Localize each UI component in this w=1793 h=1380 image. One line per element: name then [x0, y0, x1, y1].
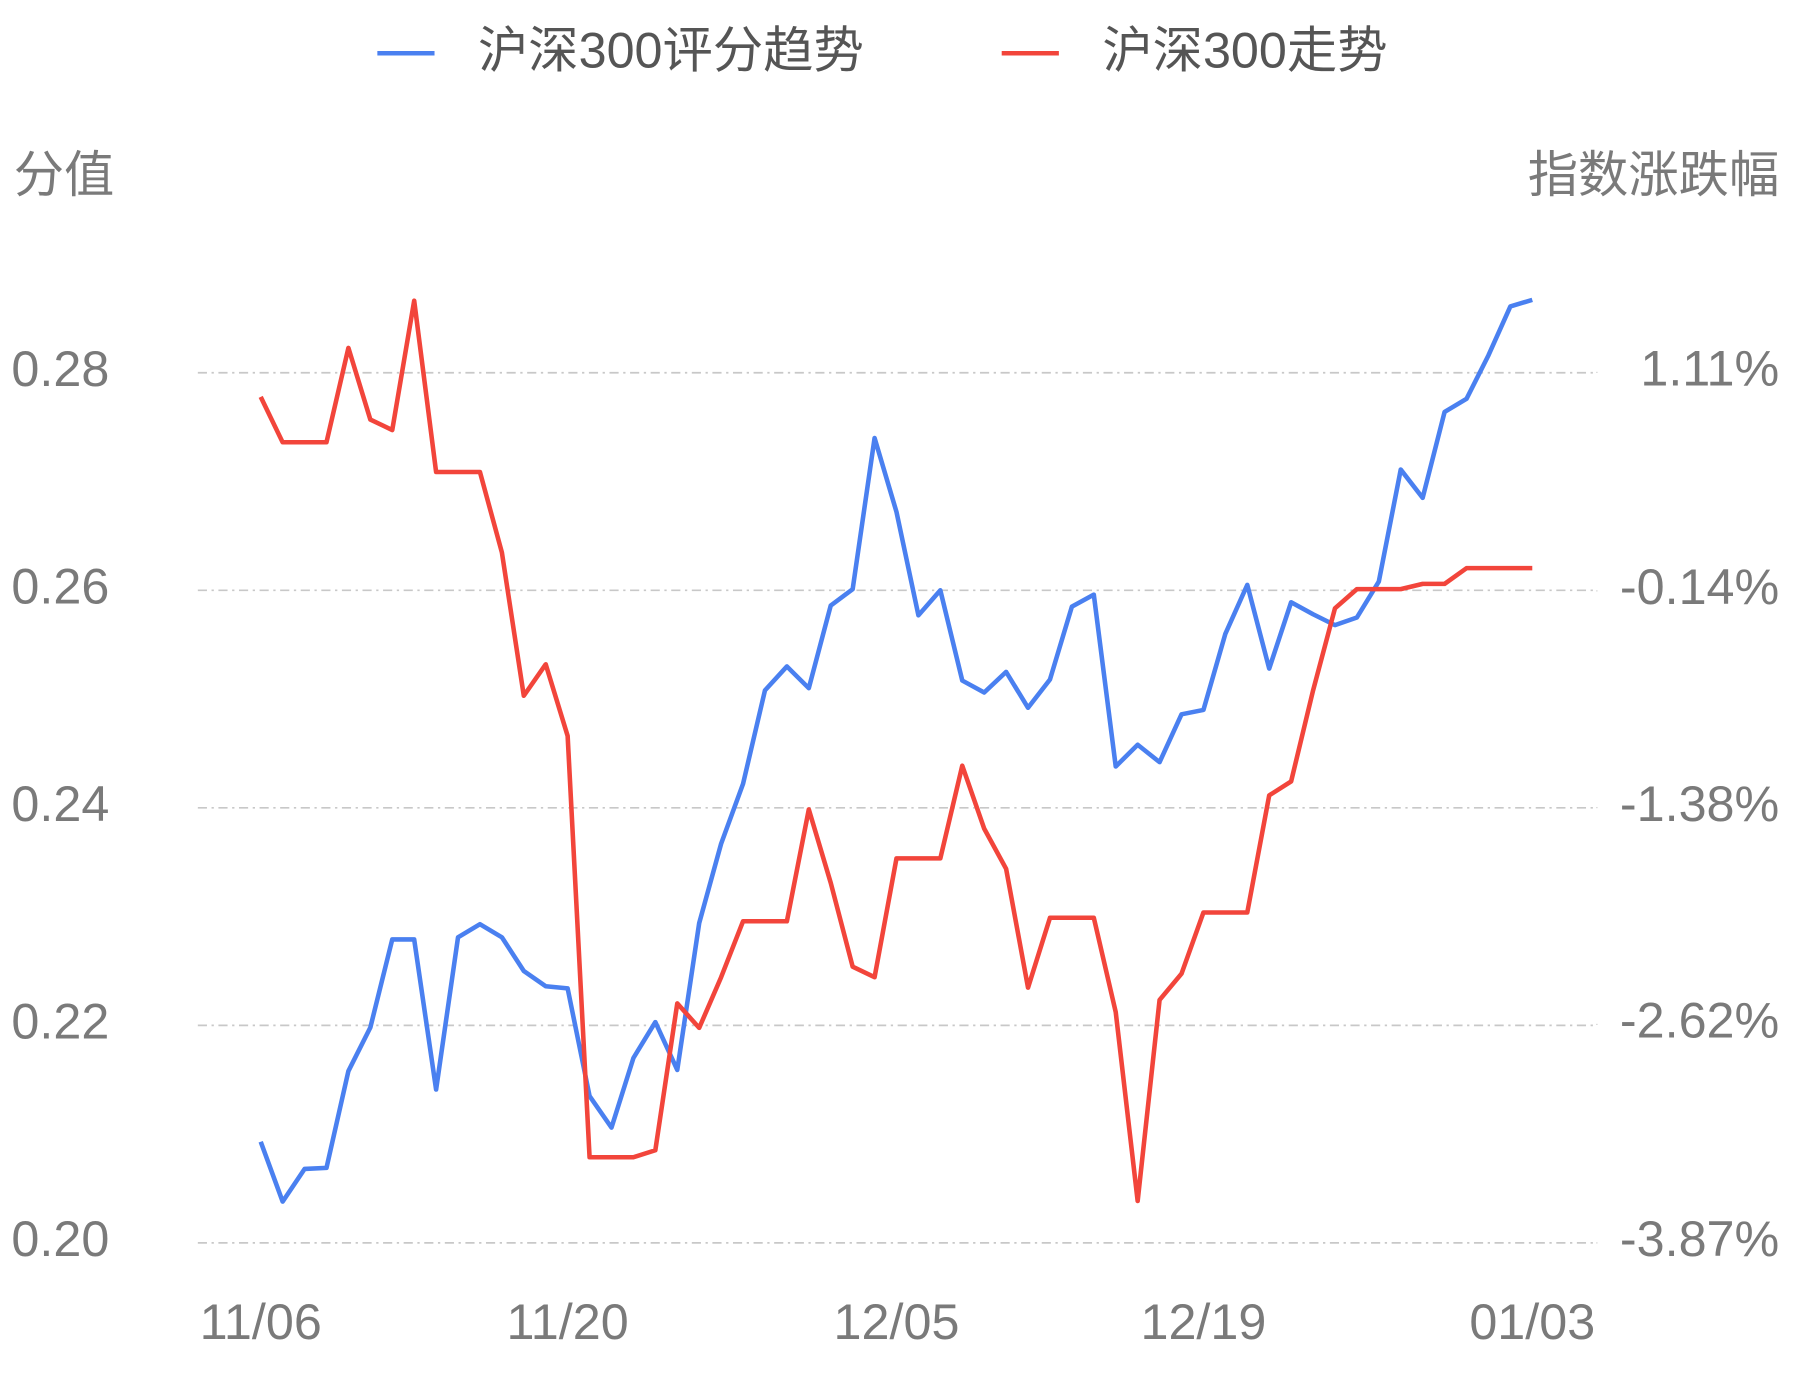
y2-tick-label: 1.11% — [1640, 341, 1779, 397]
y-tick-label: 0.26 — [11, 559, 109, 615]
x-tick-label: 11/20 — [507, 1294, 629, 1350]
series-line — [258, 297, 1533, 1204]
y2-tick-label: -0.14% — [1620, 559, 1779, 615]
y2-axis-title: 指数涨跌幅 — [1528, 147, 1780, 203]
x-tick-label: 11/06 — [200, 1294, 322, 1350]
y-tick-label: 0.24 — [11, 776, 109, 832]
y-tick-label: 0.20 — [11, 1211, 109, 1267]
series-line — [258, 298, 1533, 1204]
y2-tick-label: -2.62% — [1620, 993, 1779, 1049]
x-tick-label: 01/03 — [1469, 1294, 1595, 1350]
y-axis-title: 分值 — [14, 147, 115, 203]
y2-tick-label: -1.38% — [1620, 776, 1779, 832]
y-tick-label: 0.28 — [11, 341, 109, 397]
legend-label: 沪深300评分趋势 — [478, 23, 864, 79]
x-tick-label: 12/05 — [834, 1294, 960, 1350]
y2-tick-label: -3.87% — [1620, 1211, 1779, 1267]
y-tick-label: 0.22 — [11, 994, 109, 1050]
x-tick-label: 12/19 — [1140, 1294, 1266, 1350]
legend-label: 沪深300走势 — [1102, 23, 1387, 79]
